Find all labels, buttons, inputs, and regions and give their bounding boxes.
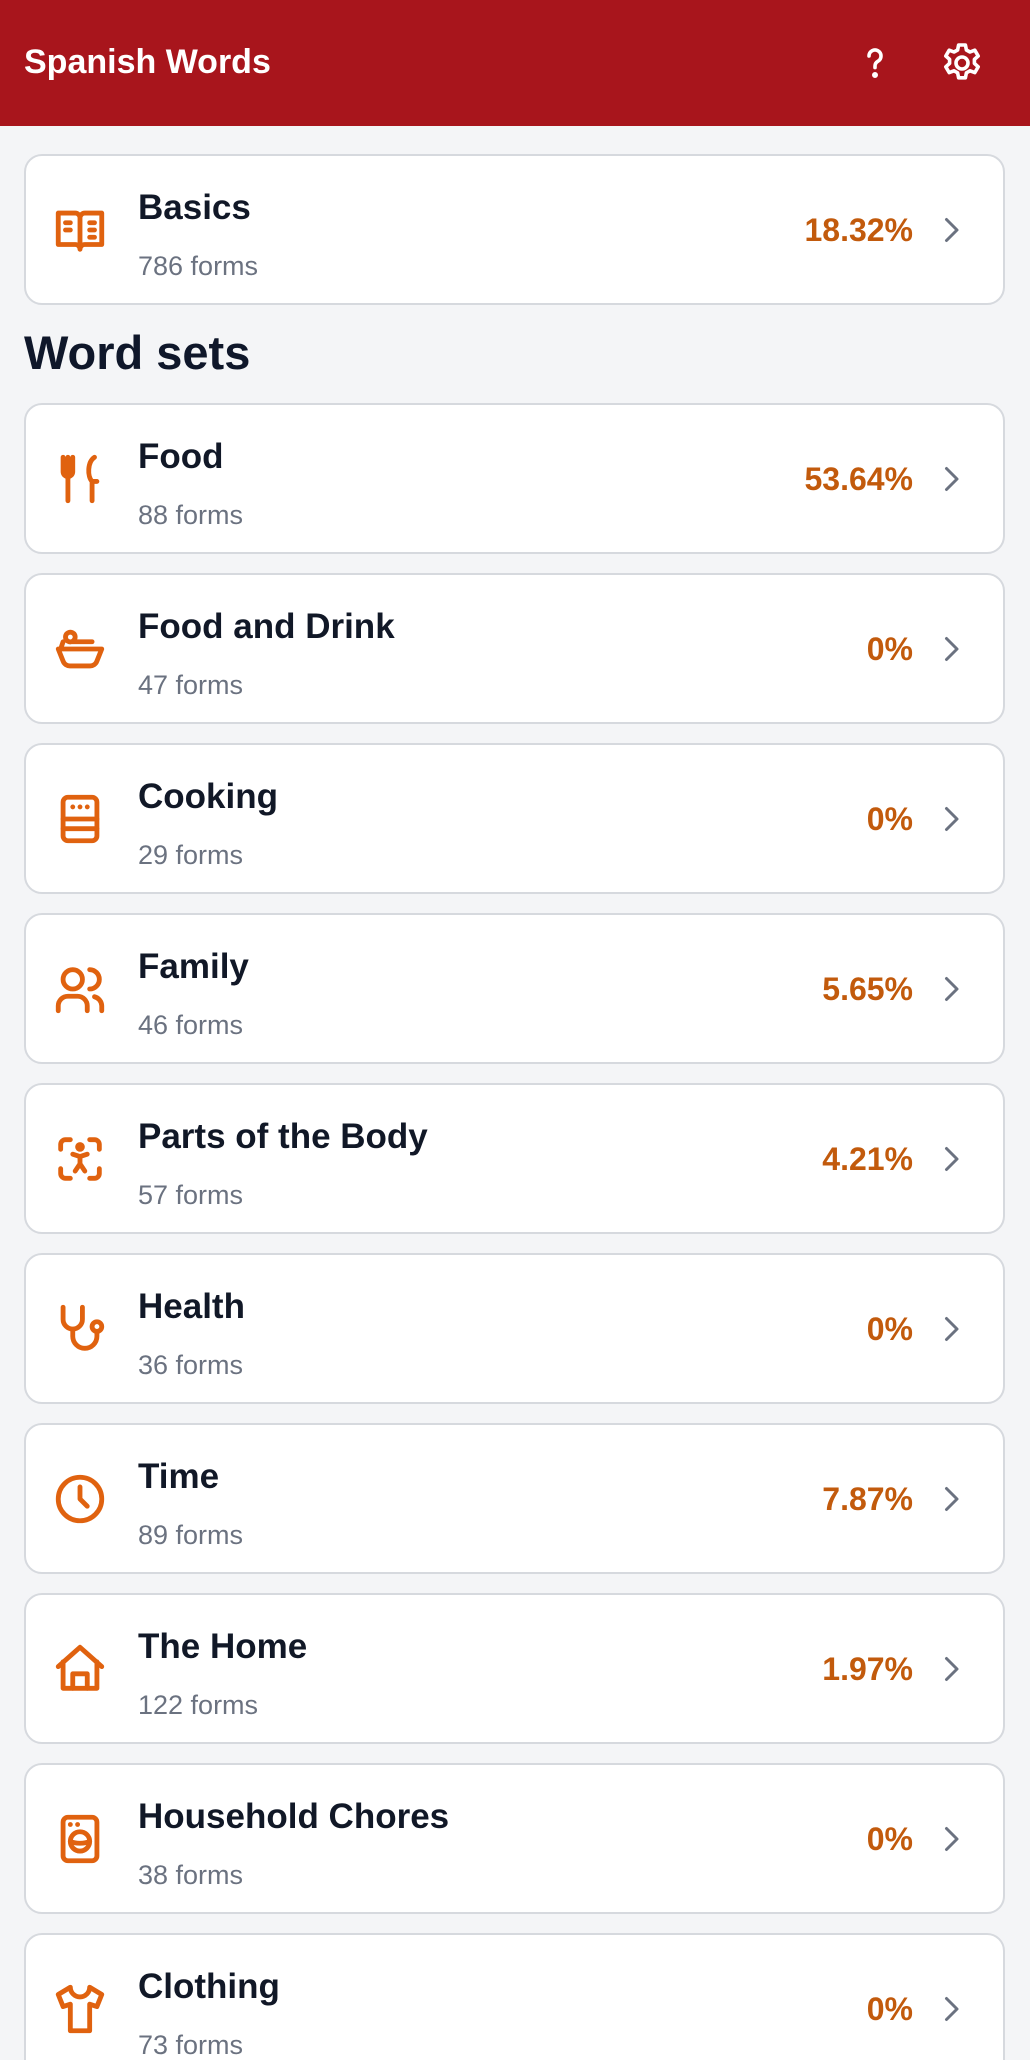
chevron <box>945 1827 959 1851</box>
chevron <box>945 637 959 661</box>
chevron <box>945 1147 959 1171</box>
card-title: Basics <box>138 188 251 227</box>
help-button[interactable] <box>851 39 899 87</box>
card-percent: 5.65% <box>822 971 913 1007</box>
settings-button[interactable] <box>938 39 986 87</box>
card-title: Household Chores <box>138 1797 450 1836</box>
card-percent: 0% <box>866 631 913 667</box>
card-icon <box>58 1137 102 1181</box>
header: Spanish Words <box>0 0 1030 126</box>
card-percent: 0% <box>866 1821 913 1857</box>
card-title: Health <box>138 1287 245 1326</box>
card-subtitle: 36 forms <box>138 1350 244 1380</box>
card-title: Food and Drink <box>138 607 395 646</box>
card-title: Clothing <box>138 1967 280 2006</box>
card-subtitle: 73 forms <box>138 2030 244 2060</box>
card-icon <box>60 794 100 844</box>
chevron <box>945 1997 959 2021</box>
chevron <box>945 807 959 831</box>
list-card[interactable]: Health 36 forms 0% <box>24 1253 1005 1404</box>
chevron <box>945 467 959 491</box>
card-percent: 4.21% <box>822 1141 913 1177</box>
list-card[interactable]: Time 89 forms 7.87% <box>24 1423 1005 1574</box>
list-card[interactable]: Household Chores 38 forms 0% <box>24 1763 1005 1914</box>
list-card[interactable]: Clothing 73 forms 0% <box>24 1933 1005 2060</box>
card-subtitle: 46 forms <box>138 1010 244 1040</box>
card-title: Food <box>138 437 224 476</box>
card-percent: 7.87% <box>822 1481 913 1517</box>
chevron <box>945 218 959 242</box>
card-percent: 53.64% <box>804 461 913 497</box>
card-subtitle: 786 forms <box>138 251 259 281</box>
app-title: Spanish Words <box>24 43 271 81</box>
card-subtitle: 47 forms <box>138 670 244 700</box>
card-percent: 0% <box>866 1991 913 2027</box>
card-subtitle: 89 forms <box>138 1520 244 1550</box>
card-icon <box>55 1644 105 1691</box>
card-subtitle: 29 forms <box>138 840 244 870</box>
card-subtitle: 38 forms <box>138 1860 244 1890</box>
card-percent: 0% <box>866 1311 913 1347</box>
list-card[interactable]: Cooking 29 forms 0% <box>24 743 1005 894</box>
list-card[interactable]: The Home 122 forms 1.97% <box>24 1593 1005 1744</box>
card-subtitle: 57 forms <box>138 1180 244 1210</box>
chevron <box>945 977 959 1001</box>
card-percent: 0% <box>866 801 913 837</box>
list-card[interactable]: Family 46 forms 5.65% <box>24 913 1005 1064</box>
card-icon <box>55 210 105 252</box>
card-icon <box>55 967 105 1014</box>
card-icon <box>60 1814 100 1864</box>
chevron <box>945 1657 959 1681</box>
card-percent: 1.97% <box>822 1651 913 1687</box>
card-title: The Home <box>138 1627 308 1666</box>
list-card[interactable]: Food and Drink 47 forms 0% <box>24 573 1005 724</box>
card-icon <box>60 454 100 504</box>
list-card[interactable]: Food 88 forms 53.64% <box>24 403 1005 554</box>
list-card[interactable]: Parts of the Body 57 forms 4.21% <box>24 1083 1005 1234</box>
card-icon <box>60 1304 105 1351</box>
card-subtitle: 88 forms <box>138 500 244 530</box>
section-title: Word sets <box>24 326 251 379</box>
list-card[interactable]: Basics 786 forms 18.32% <box>24 154 1005 305</box>
card-percent: 18.32% <box>804 212 913 248</box>
chevron <box>945 1317 959 1341</box>
chevron <box>945 1487 959 1511</box>
card-icon <box>55 1474 105 1524</box>
card-title: Cooking <box>138 777 278 816</box>
card-icon <box>55 629 105 669</box>
card-title: Parts of the Body <box>138 1117 428 1156</box>
card-title: Time <box>138 1457 220 1496</box>
card-subtitle: 122 forms <box>138 1690 259 1720</box>
card-icon <box>55 1984 105 2034</box>
card-title: Family <box>138 947 249 986</box>
